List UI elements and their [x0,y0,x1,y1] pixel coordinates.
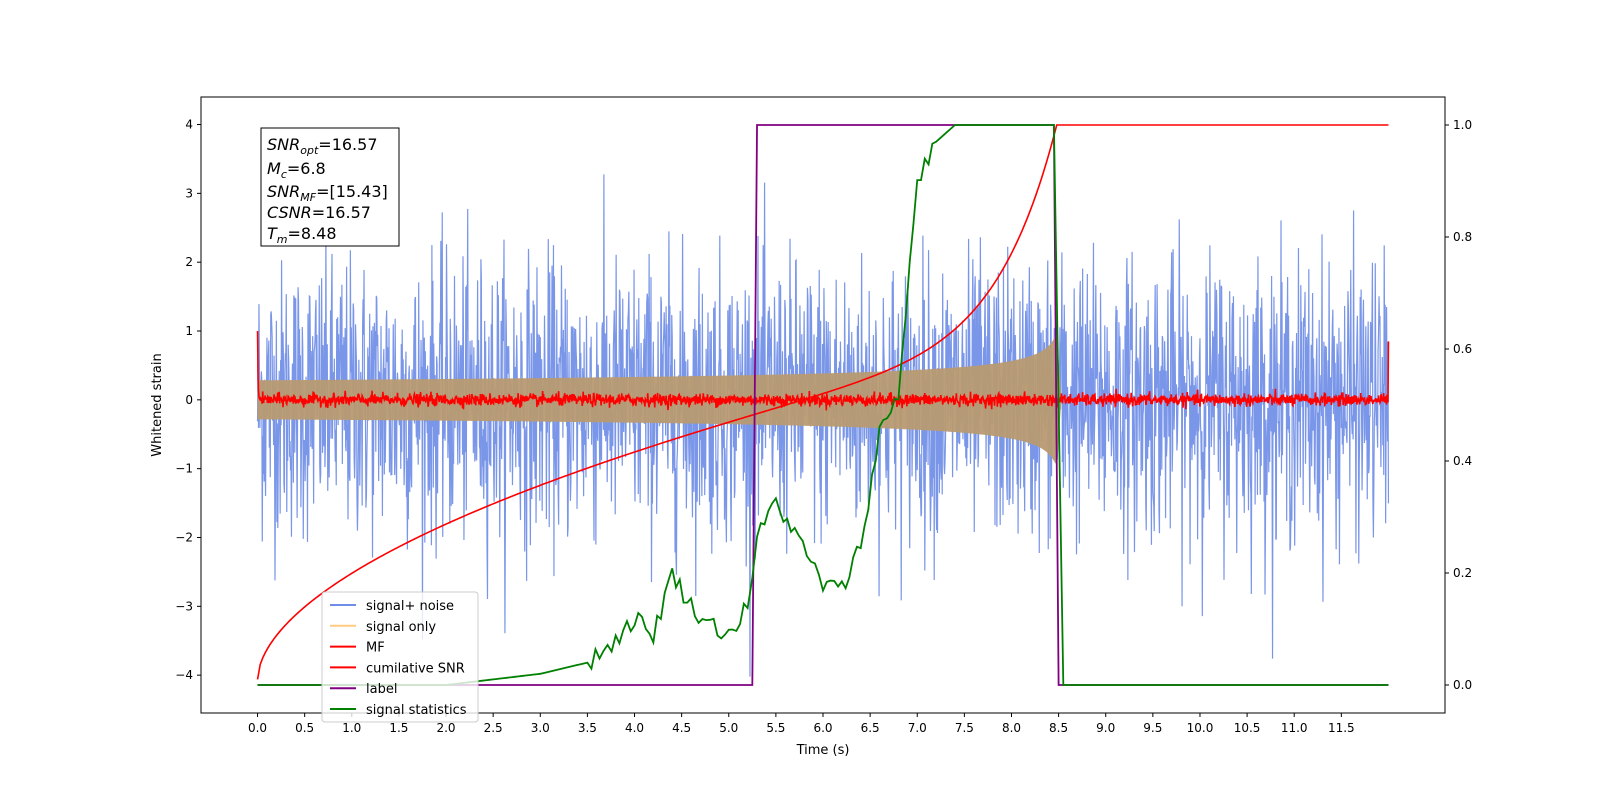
x-tick-label: 2.5 [484,721,503,735]
y-right-tick-label: 0.8 [1453,230,1472,244]
x-tick-label: 10.0 [1187,721,1214,735]
x-tick-label: 9.5 [1143,721,1162,735]
x-tick-label: 8.5 [1049,721,1068,735]
x-tick-label: 0.0 [248,721,267,735]
legend: signal+ noise signal only MF cumilative SNR… [321,591,479,723]
x-axis-label: Time (s) [796,743,850,758]
x-tick-label: 10.5 [1234,721,1261,735]
y-left-tick-label: −1 [175,462,193,476]
stats-mc: Mc=6.8 [267,159,326,181]
legend-label: MF [366,641,385,656]
x-tick-label: 2.0 [436,721,455,735]
y-right-tick-label: 0.0 [1453,678,1472,692]
legend-label: signal only [366,620,436,635]
x-tick-label: 6.5 [861,721,880,735]
legend-label: label [366,682,397,697]
stats-tm: Tm=8.48 [267,224,337,246]
x-tick-label: 1.0 [342,721,361,735]
stats-snr-opt: SNRopt=16.57 [267,135,378,157]
x-tick-label: 0.5 [295,721,314,735]
x-tick-label: 7.0 [908,721,927,735]
y-right-tick-label: 0.6 [1453,342,1472,356]
y-left-tick-label: −2 [175,530,193,544]
stats-csnr: CSNR=16.57 [267,203,371,222]
x-tick-label: 5.5 [766,721,785,735]
legend-label: signal+ noise [366,599,454,614]
x-tick-label: 9.0 [1096,721,1115,735]
x-tick-label: 4.5 [672,721,691,735]
y-right-tick-label: 0.2 [1453,566,1472,580]
y-left-tick-label: 0 [185,393,193,407]
x-tick-label: 8.0 [1002,721,1021,735]
series-cumulative-snr [256,124,1389,680]
y-left-tick-label: −3 [175,599,193,613]
x-tick-label: 7.5 [955,721,974,735]
y-left-tick-label: 4 [185,118,193,132]
y-axis-label: Whitened strain [150,353,165,456]
y-axis-right: 0.0 0.2 0.4 0.6 0.8 1.0 [1445,118,1472,692]
y-left-tick-label: 1 [185,324,193,338]
y-right-tick-label: 1.0 [1453,118,1472,132]
series-mf [256,331,1390,411]
y-right-tick-label: 0.4 [1453,454,1472,468]
x-tick-label: 6.0 [813,721,832,735]
x-axis: 0.0 0.5 1.0 1.5 2.0 2.5 3.0 3.5 4.0 4.5 5.0 5.5 6.0 6… [248,713,1355,735]
stats-box-frame [260,127,400,247]
x-tick-label: 11.5 [1328,721,1355,735]
y-left-tick-label: 2 [185,255,193,269]
x-tick-label: 1.5 [389,721,408,735]
stats-snr-mf: SNRMF=[15.43] [267,182,388,204]
y-left-tick-label: −4 [175,668,193,682]
x-tick-label: 4.0 [625,721,644,735]
y-axis-left: −4 −3 −2 −1 0 1 2 3 4 [175,118,201,682]
x-tick-label: 3.5 [578,721,597,735]
legend-label: signal statistics [366,703,467,718]
x-tick-label: 11.0 [1281,721,1308,735]
stats-box: SNRopt=16.57 Mc=6.8 SNRMF=[15.43] CSNR=1… [260,127,400,247]
legend-label: cumilative SNR [366,661,465,676]
y-left-tick-label: 3 [185,186,193,200]
legend-frame [321,591,479,723]
x-tick-label: 5.0 [719,721,738,735]
x-tick-label: 3.0 [531,721,550,735]
